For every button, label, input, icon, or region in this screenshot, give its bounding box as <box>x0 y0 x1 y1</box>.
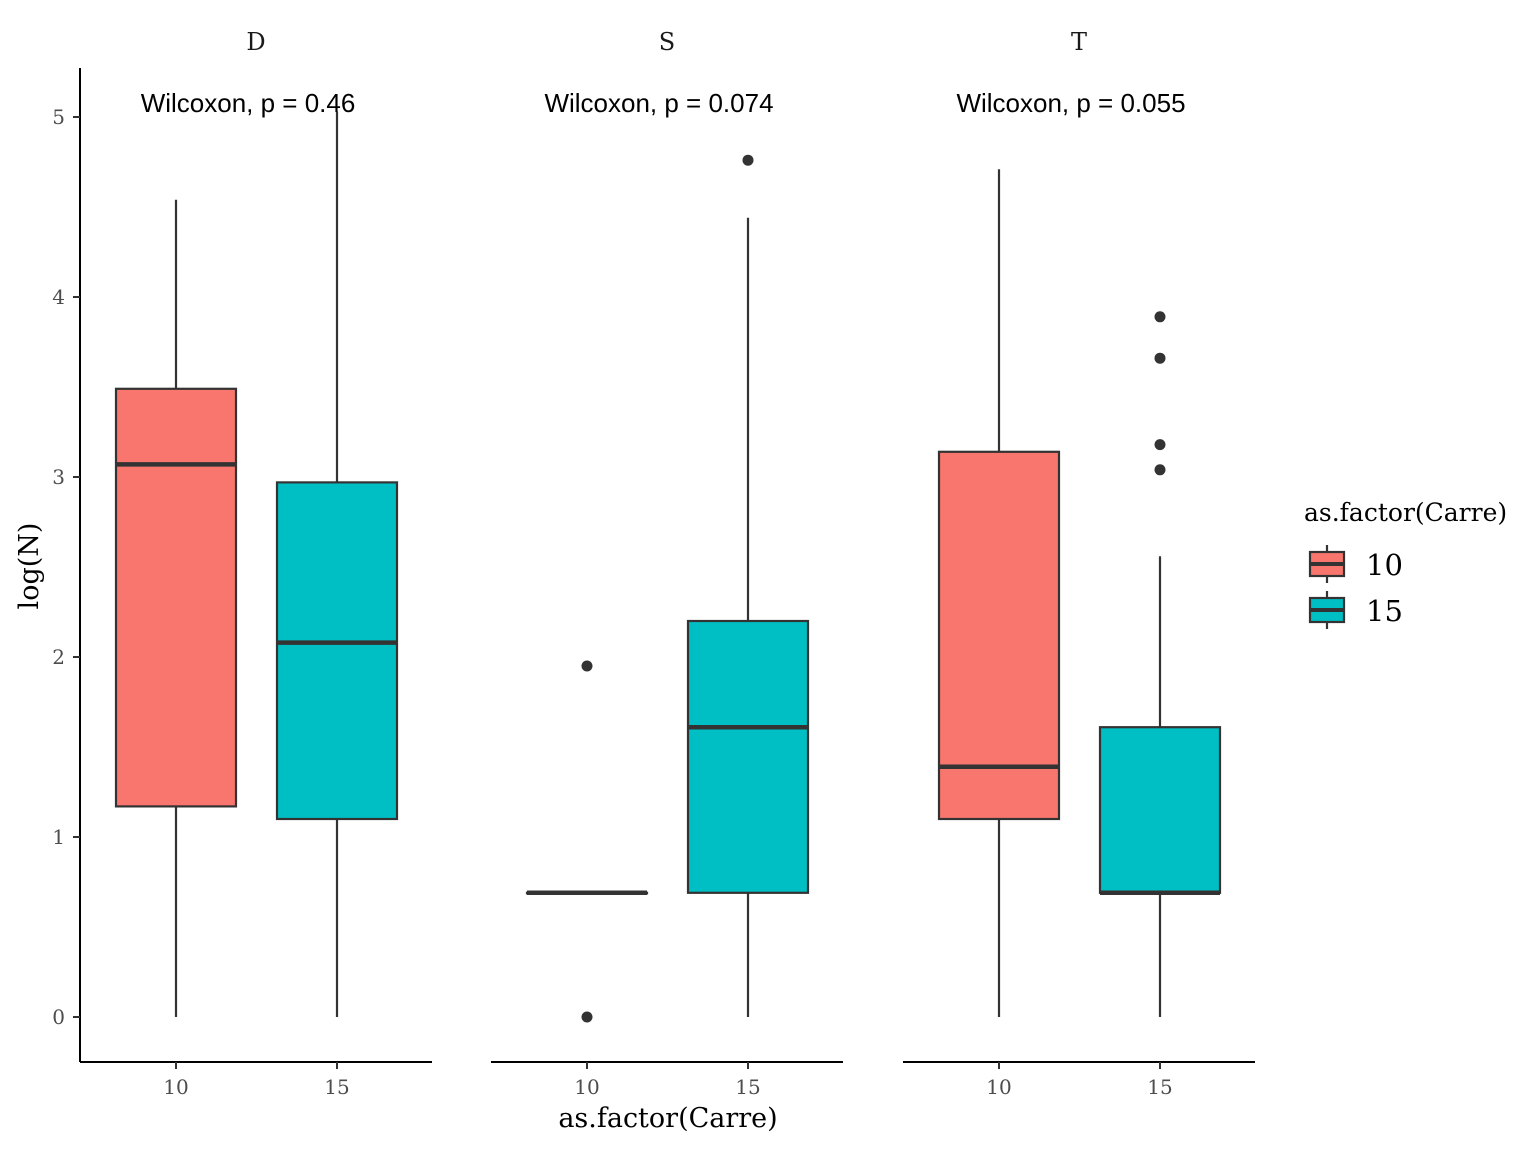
legend-label: 10 <box>1366 548 1403 582</box>
box-iqr <box>937 450 1061 821</box>
legend-key-15 <box>1308 591 1346 629</box>
x-tick-label: 10 <box>574 1075 599 1099</box>
x-tick-label: 10 <box>163 1075 188 1099</box>
outlier-point <box>1154 352 1166 364</box>
facet-strip-label: T <box>1071 28 1087 56</box>
x-axis-title: as.factor(Carre) <box>558 1103 777 1134</box>
panel-S: S 10 15 Wilcoxon, p = 0.074 <box>491 28 843 1099</box>
box-iqr <box>114 387 238 808</box>
x-tick-label: 15 <box>735 1075 760 1099</box>
y-tick-label: 3 <box>52 465 65 489</box>
legend-key-10 <box>1308 545 1346 583</box>
panel-T: T 10 15 Wilcoxon, p = 0.055 <box>903 28 1255 1099</box>
x-tick-label: 15 <box>324 1075 349 1099</box>
y-tick-label: 0 <box>52 1005 65 1029</box>
outlier-point <box>742 154 754 166</box>
box-iqr <box>275 481 399 821</box>
facet-strip-label: D <box>246 28 265 56</box>
y-tick-label: 4 <box>52 285 65 309</box>
box-S-15 <box>686 154 810 1017</box>
box-D-15 <box>275 111 399 1017</box>
box-D-10 <box>114 199 238 1017</box>
y-tick-label: 5 <box>52 105 65 129</box>
box-iqr <box>1098 726 1222 894</box>
y-tick-label: 1 <box>52 825 65 849</box>
box-iqr <box>686 619 810 894</box>
x-tick-label: 10 <box>986 1075 1011 1099</box>
box-S-10 <box>525 660 649 1023</box>
wilcoxon-annotation: Wilcoxon, p = 0.074 <box>544 88 773 118</box>
box-T-15 <box>1098 311 1222 1017</box>
y-axis-title: log(N) <box>14 523 45 610</box>
legend-title: as.factor(Carre) <box>1304 498 1507 527</box>
outlier-point <box>581 1011 593 1023</box>
legend: as.factor(Carre) 10 15 <box>1304 498 1507 629</box>
panel-D: D 10 15 Wilcoxon, p = 0.46 <box>80 28 432 1099</box>
y-tick-label: 2 <box>52 645 65 669</box>
outlier-point <box>581 660 593 672</box>
box-T-10 <box>937 169 1061 1017</box>
legend-label: 15 <box>1366 594 1403 628</box>
x-tick-label: 15 <box>1147 1075 1172 1099</box>
outlier-point <box>1154 311 1166 323</box>
facet-strip-label: S <box>659 28 675 56</box>
outlier-point <box>1154 464 1166 476</box>
wilcoxon-annotation: Wilcoxon, p = 0.055 <box>956 88 1185 118</box>
y-axis: 0 1 2 3 4 5 <box>52 68 81 1062</box>
facet-panels: D 10 15 Wilcoxon, p = 0.46 S 10 15 Wilcoxon, p … <box>80 28 1255 1099</box>
wilcoxon-annotation: Wilcoxon, p = 0.46 <box>141 88 356 118</box>
outlier-point <box>1154 439 1166 451</box>
